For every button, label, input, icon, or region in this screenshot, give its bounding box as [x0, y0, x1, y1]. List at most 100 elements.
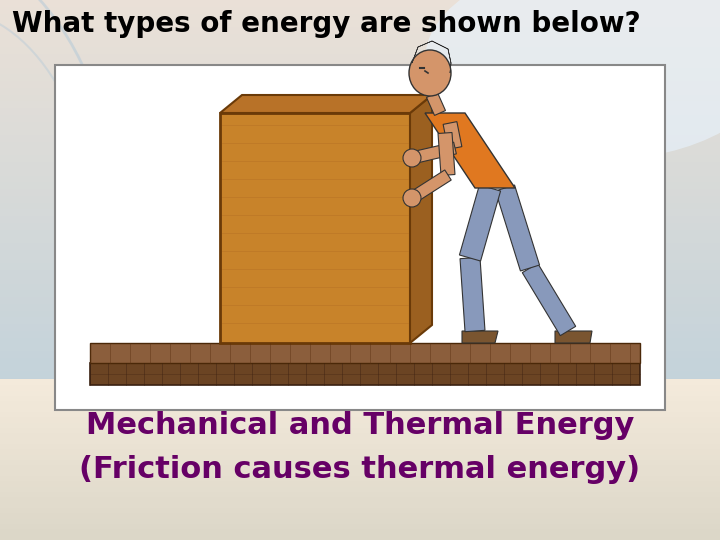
Bar	[0, 406, 720, 412]
Bar	[0, 534, 720, 540]
Bar	[0, 443, 720, 449]
Polygon shape	[443, 122, 462, 150]
Polygon shape	[426, 92, 446, 116]
Bar	[0, 357, 720, 364]
Text: Mechanical and Thermal Energy: Mechanical and Thermal Energy	[86, 410, 634, 440]
Polygon shape	[460, 258, 485, 332]
Bar	[0, 269, 720, 276]
Bar	[0, 235, 720, 243]
Bar	[0, 512, 720, 518]
Bar	[0, 384, 720, 392]
Bar	[0, 379, 720, 386]
Bar	[0, 459, 720, 465]
Bar	[0, 141, 720, 148]
Bar	[0, 464, 720, 471]
Bar	[0, 454, 720, 460]
Bar	[0, 107, 720, 115]
Bar	[0, 73, 720, 81]
Bar	[0, 181, 720, 189]
Bar	[0, 188, 720, 195]
Circle shape	[403, 149, 421, 167]
Bar	[0, 80, 720, 87]
Bar	[0, 114, 720, 122]
Bar	[0, 404, 720, 411]
Bar	[0, 316, 720, 324]
Bar	[0, 12, 720, 20]
Bar	[0, 424, 720, 432]
Bar	[0, 431, 720, 438]
Bar	[0, 437, 720, 444]
Bar	[0, 505, 720, 513]
Bar	[0, 350, 720, 357]
Bar	[0, 93, 720, 102]
Bar	[0, 262, 720, 270]
Bar	[0, 0, 720, 6]
Bar	[0, 255, 720, 263]
Bar	[0, 323, 720, 330]
Bar	[0, 491, 720, 497]
Bar	[0, 147, 720, 156]
Bar	[0, 336, 720, 345]
Polygon shape	[425, 113, 515, 188]
Bar	[0, 502, 720, 508]
Bar	[0, 100, 720, 108]
Bar	[0, 416, 720, 423]
Bar	[0, 296, 720, 303]
Bar	[0, 154, 720, 162]
Bar	[0, 39, 720, 47]
Bar	[0, 400, 720, 407]
Bar	[0, 433, 720, 438]
Polygon shape	[462, 331, 498, 343]
Bar	[0, 384, 720, 390]
Bar	[0, 363, 720, 372]
Bar	[0, 282, 720, 291]
Bar	[0, 33, 720, 40]
Bar	[0, 422, 720, 428]
Polygon shape	[555, 331, 592, 343]
Circle shape	[403, 189, 421, 207]
Bar	[0, 201, 720, 209]
Bar	[90, 363, 640, 385]
Bar	[0, 242, 720, 249]
Bar	[0, 519, 720, 526]
Bar	[0, 417, 720, 426]
Bar	[0, 161, 720, 168]
Bar	[0, 208, 720, 216]
Bar	[0, 66, 720, 74]
Bar	[0, 427, 720, 433]
Bar	[0, 481, 720, 487]
Bar	[0, 377, 720, 384]
Bar	[0, 249, 720, 256]
Bar	[0, 458, 720, 465]
Bar	[0, 485, 720, 492]
Bar	[0, 471, 720, 480]
Bar	[0, 289, 720, 297]
Bar	[0, 303, 720, 310]
Bar	[0, 174, 720, 183]
Bar	[0, 309, 720, 317]
Bar	[0, 195, 720, 202]
Bar	[0, 411, 720, 418]
Bar	[0, 523, 720, 529]
Bar	[0, 532, 720, 540]
Bar	[0, 525, 720, 534]
Bar	[0, 444, 720, 453]
Bar	[0, 127, 720, 135]
Bar	[0, 222, 720, 230]
Bar	[0, 397, 720, 405]
Bar	[0, 475, 720, 481]
Bar	[0, 134, 720, 141]
Bar	[0, 470, 720, 476]
Bar	[0, 46, 720, 54]
Polygon shape	[410, 95, 432, 343]
Bar	[0, 19, 720, 27]
Polygon shape	[522, 264, 576, 336]
Bar	[55, 65, 665, 410]
Bar	[0, 120, 720, 128]
Text: (Friction causes thermal energy): (Friction causes thermal energy)	[79, 456, 641, 484]
Text: What types of energy are shown below?: What types of energy are shown below?	[12, 10, 641, 38]
Polygon shape	[412, 41, 451, 73]
Bar	[0, 518, 720, 524]
Bar	[0, 168, 720, 176]
Bar	[0, 496, 720, 503]
